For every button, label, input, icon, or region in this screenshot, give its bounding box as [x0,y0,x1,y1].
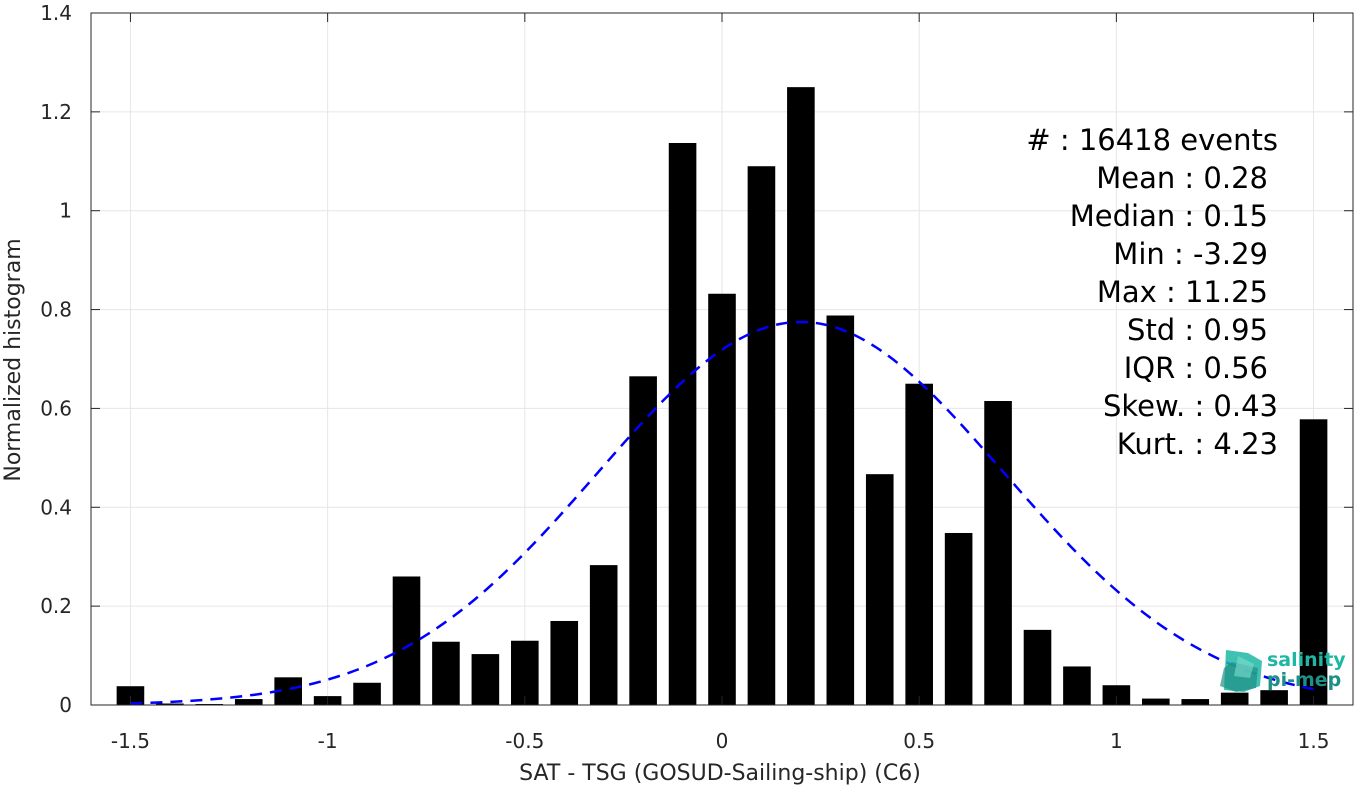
histogram-bar [1220,692,1249,705]
logo-emblem [1220,650,1262,692]
y-tick-label: 1.4 [40,1,72,25]
histogram-bar [116,686,145,705]
histogram-bar [629,376,657,705]
logo-text-line1: salinity [1267,649,1346,671]
histogram-bar [747,166,776,705]
x-tick-label: 1.5 [1298,729,1330,753]
histogram-bar [432,641,460,705]
histogram-bar [1260,690,1288,705]
salinity-pi-mep-logo: salinity pi-mep [1220,649,1346,692]
y-tick-label: 1.2 [40,100,72,124]
y-tick-label: 0.4 [40,495,72,519]
histogram-bar [944,532,973,705]
histogram-bar [865,474,894,705]
stats-line: Median : 0.15 [1070,199,1268,233]
histogram-bar [1023,629,1052,705]
histogram-bar [1299,419,1328,705]
histogram-bar [511,640,539,705]
gaussian-fit-curve [130,320,1314,705]
histogram-bar [234,699,263,705]
x-tick-label: -0.5 [505,729,544,753]
x-tick-labels: -1.5 -1 -0.5 0 0.5 1 1.5 [111,729,1330,753]
y-axis-label: Normalized histogram [1,238,26,481]
stats-line: Kurt. : 4.23 [1117,427,1278,461]
histogram-bar [589,565,618,705]
grid-lines [91,12,1353,706]
histogram-bar [471,654,500,705]
y-tick-label: 1 [59,199,72,223]
x-tick-label: 0 [716,729,729,753]
stats-line: Std : 0.95 [1127,313,1268,347]
stats-line: Min : -3.29 [1113,237,1268,271]
histogram-bar [550,620,579,705]
histogram-bar [905,383,933,705]
stats-line: Mean : 0.28 [1096,161,1268,195]
stats-line: # : 16418 events [1026,123,1278,157]
logo-text-line2: pi-mep [1267,669,1341,691]
histogram-bar [1063,666,1091,705]
histogram-bar [392,576,421,705]
y-tick-labels: 0 0.2 0.4 0.6 0.8 1 1.2 1.4 [40,1,72,717]
x-tick-label: -1 [318,729,338,753]
statistics-annotation: # : 16418 events Mean : 0.28 Median : 0.15… [1026,123,1278,461]
stats-line: Skew. : 0.43 [1103,389,1278,423]
x-tick-label: 1 [1110,729,1123,753]
y-tick-label: 0.8 [40,298,72,322]
histogram-bar [984,401,1012,705]
histogram-bars [116,87,1328,706]
histogram-bar [1181,699,1210,705]
histogram-bar [1102,685,1131,705]
stats-line: IQR : 0.56 [1124,351,1268,385]
stats-line: Max : 11.25 [1097,275,1268,309]
y-tick-label: 0.2 [40,594,72,618]
histogram-bar [156,703,184,705]
histogram-bar [1142,698,1170,705]
y-tick-label: 0.6 [40,396,72,420]
histogram-bar [708,293,736,705]
histogram-bar [353,682,381,705]
histogram-bar [787,87,815,705]
y-tick-label: 0 [59,693,72,717]
histogram-bar [826,315,855,705]
x-tick-label: -1.5 [111,729,150,753]
axis-ticks [91,12,1353,706]
x-axis-label: SAT - TSG (GOSUD-Sailing-ship) (C6) [519,761,921,786]
histogram-bar [668,142,697,706]
x-tick-label: 0.5 [903,729,935,753]
